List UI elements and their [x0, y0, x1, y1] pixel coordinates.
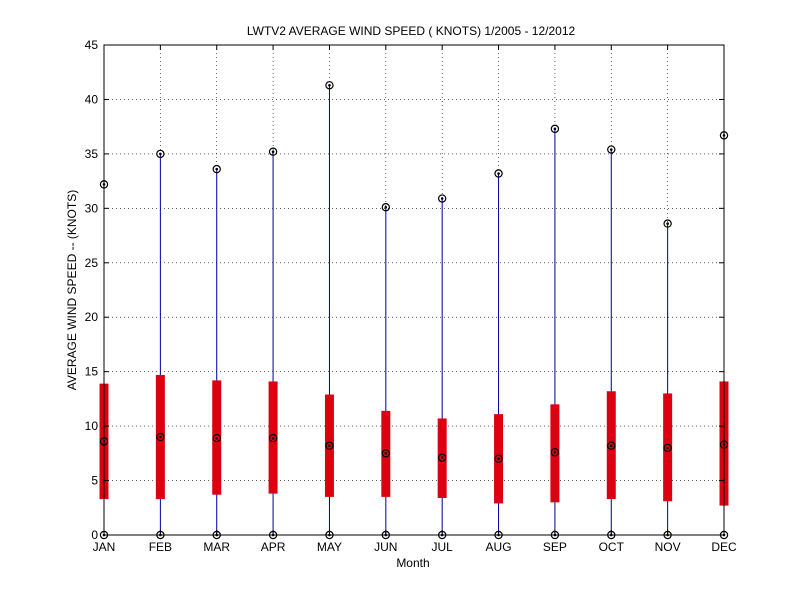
y-tick-labels: 0 5 10 15 20 25 30 35 40 45 [85, 38, 99, 542]
x-tick-label: SEP [543, 540, 567, 554]
median-marker-dot [328, 444, 331, 448]
median-marker [607, 441, 616, 450]
median-marker [212, 433, 221, 443]
max-marker [607, 145, 616, 154]
median-marker [268, 433, 278, 443]
max-marker [156, 149, 165, 159]
y-tick-label: 5 [91, 474, 98, 488]
chart-title: LWTV2 AVERAGE WIND SPEED ( KNOTS) 1/2005… [247, 24, 576, 38]
y-tick-label: 0 [91, 528, 98, 542]
max-marker [437, 194, 447, 203]
x-tick-labels: JAN FEB MAR APR MAY JUN JUL AUG SEP OCT NOV DEC [93, 540, 737, 554]
x-tick-label: JAN [93, 540, 116, 554]
x-tick-label: FEB [149, 540, 172, 554]
x-tick-label: MAY [317, 540, 342, 554]
x-tick-label: APR [261, 540, 286, 554]
max-marker-dot [159, 152, 162, 156]
median-marker-dot [553, 450, 557, 454]
median-marker [663, 443, 672, 453]
y-tick-label: 25 [85, 256, 99, 270]
max-marker-dot [271, 150, 275, 154]
y-tick-label: 15 [85, 365, 99, 379]
median-marker [381, 449, 391, 458]
box-aug [494, 169, 504, 540]
box-jul [437, 194, 447, 540]
median-marker-dot [215, 436, 219, 440]
grid-lines [104, 45, 724, 535]
max-marker-dot [215, 167, 219, 171]
x-tick-label: MAR [203, 540, 230, 554]
x-tick-label: DEC [711, 540, 737, 554]
y-tick-label: 20 [85, 310, 99, 324]
median-marker [325, 441, 334, 450]
median-marker-dot [440, 456, 444, 459]
max-marker [381, 203, 391, 212]
box-apr [268, 147, 278, 540]
box-jun [381, 203, 391, 540]
box-nov [663, 219, 673, 540]
y-axis-label: AVERAGE WIND SPEED -- (KNOTS) [65, 190, 79, 390]
median-marker-dot [609, 444, 613, 448]
y-tick-label: 30 [85, 201, 99, 215]
y-tick-label: 40 [85, 92, 99, 106]
x-axis-label: Month [396, 556, 429, 570]
median-marker-dot [384, 452, 388, 455]
x-tick-label: AUG [486, 540, 512, 554]
x-tick-label: OCT [599, 540, 625, 554]
max-marker-dot [666, 222, 669, 225]
max-marker-dot [328, 83, 331, 87]
max-marker-dot [553, 127, 557, 131]
median-marker-dot [271, 436, 275, 440]
max-marker-dot [440, 197, 444, 200]
box-feb [155, 149, 165, 540]
box-oct [606, 145, 616, 540]
y-tick-label: 35 [85, 147, 99, 161]
median-marker [437, 453, 447, 462]
axis-ticks [103, 44, 725, 536]
max-marker [212, 164, 221, 174]
y-tick-label: 10 [85, 419, 99, 433]
y-tick-label: 45 [85, 38, 99, 52]
max-marker [663, 219, 672, 228]
x-tick-label: JUN [374, 540, 397, 554]
max-marker [550, 124, 560, 134]
median-marker-dot [497, 457, 500, 461]
box-may [324, 81, 334, 540]
median-marker-dot [159, 435, 162, 439]
box-sep [550, 124, 560, 540]
max-marker-dot [497, 172, 500, 175]
max-marker [325, 81, 334, 90]
max-marker [268, 147, 278, 156]
median-marker [550, 448, 560, 457]
max-marker-dot [609, 148, 613, 151]
x-tick-label: NOV [655, 540, 681, 554]
box-mar [212, 164, 222, 540]
max-marker-dot [384, 205, 388, 209]
axes-frame [103, 44, 725, 536]
median-marker-dot [666, 446, 669, 450]
x-tick-label: JUL [432, 540, 454, 554]
median-marker [494, 454, 503, 463]
max-marker [494, 169, 503, 178]
median-marker [156, 432, 165, 442]
plot-area [99, 81, 729, 540]
